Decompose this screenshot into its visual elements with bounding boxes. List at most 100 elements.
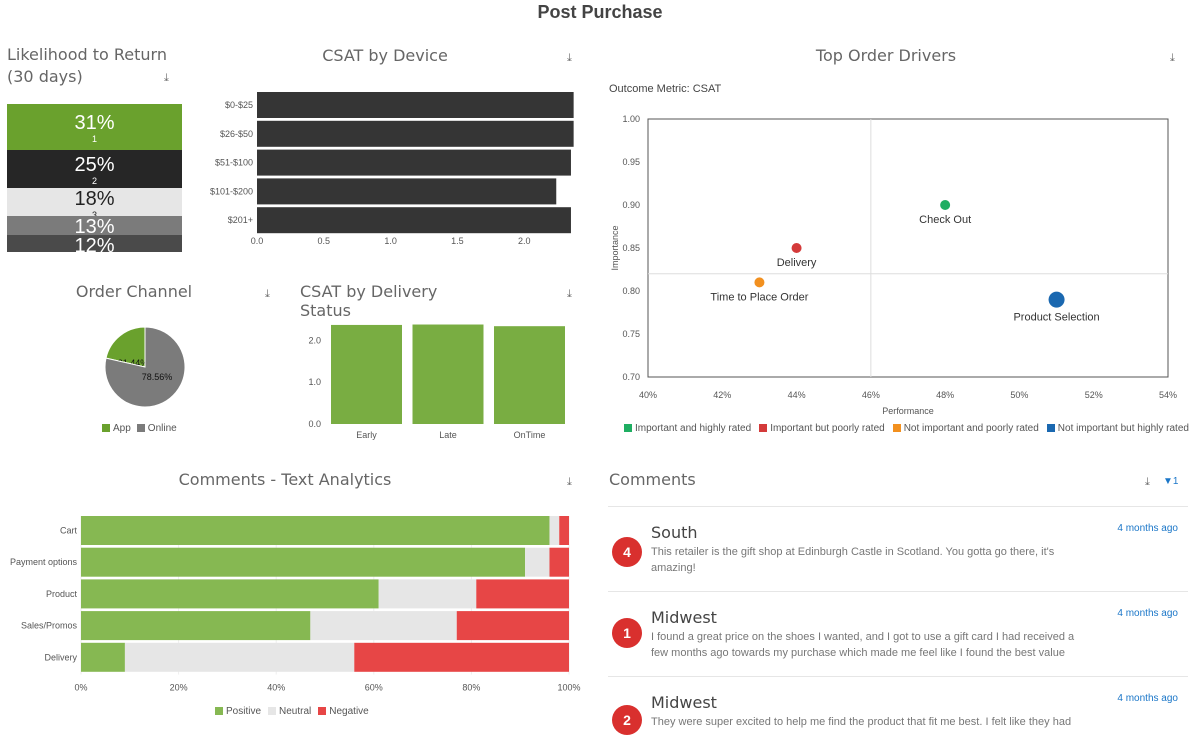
text-analytics-bar-segment — [525, 547, 550, 577]
comments-title: Comments — [609, 470, 696, 489]
csat-delivery-title: CSAT by Delivery Status — [300, 282, 438, 320]
comment-text: This retailer is the gift shop at Edinbu… — [651, 546, 1055, 574]
scatter-y-tick: 0.90 — [622, 200, 640, 210]
csat-delivery-download-icon[interactable]: ⤓ — [567, 288, 572, 300]
scatter-x-tick: 42% — [713, 390, 731, 400]
text-analytics-legend-item: Neutral — [268, 706, 311, 717]
device-category-label: $101-$200 — [210, 186, 253, 196]
comment-time: 4 months ago — [1117, 608, 1178, 619]
top-drivers-title: Top Order Drivers — [815, 46, 957, 65]
device-x-tick: 2.0 — [518, 236, 531, 246]
order-channel-title: Order Channel — [75, 282, 193, 301]
comments-filter-count: 1 — [1172, 476, 1179, 487]
device-x-tick: 1.5 — [451, 236, 464, 246]
csat-device-chart: $0-$25 $26-$50 $51-$100 $101-$200 $201+ 0.0 0.… — [210, 92, 574, 246]
delivery-y-tick: 2.0 — [308, 335, 321, 345]
csat-device-download-icon[interactable]: ⤓ — [567, 52, 572, 64]
comment-score-badge: 4 — [612, 537, 642, 567]
text-analytics-x-tick: 0% — [74, 683, 87, 693]
scatter-x-tick: 46% — [862, 390, 880, 400]
scatter-legend-item: Not important and poorly rated — [892, 423, 1039, 434]
likelihood-title: Likelihood to Return (30 days) — [7, 45, 167, 86]
scatter-legend-item: Important and highly rated — [624, 423, 751, 434]
likelihood-segment: 18% 3 — [7, 188, 182, 216]
likelihood-segment: 13%4 — [7, 216, 182, 235]
text-analytics-legend-item: Positive — [215, 706, 261, 717]
delivery-y-tick: 0.0 — [308, 419, 321, 429]
csat-delivery-chart: 0.0 1.0 2.0 Early Late OnTime — [308, 324, 565, 440]
comments-filter-button[interactable]: ▼1 — [1163, 476, 1178, 487]
pie-legend-item: Online — [136, 423, 177, 434]
text-analytics-bar-segment — [81, 579, 379, 609]
legend-swatch — [624, 424, 632, 432]
comment-score-badge: 2 — [612, 705, 642, 735]
text-analytics-x-tick: 80% — [462, 683, 480, 693]
legend-swatch — [318, 707, 327, 715]
delivery-category-label: Early — [356, 430, 377, 440]
text-analytics-category-label: Cart — [60, 526, 78, 536]
device-category-label: $201+ — [228, 215, 253, 225]
likelihood-segment-rank: 1 — [91, 134, 97, 144]
scatter-x-axis-label: Performance — [882, 406, 934, 416]
scatter-point-label: Check Out — [919, 214, 971, 226]
device-category-label: $0-$25 — [225, 100, 253, 110]
scatter-y-tick: 0.70 — [622, 372, 640, 382]
likelihood-segment-pct: 13% — [74, 216, 115, 235]
scatter-legend-item: Important but poorly rated — [759, 423, 885, 434]
text-analytics-category-label: Sales/Promos — [21, 621, 78, 631]
likelihood-download-icon[interactable]: ⤓ — [164, 72, 169, 84]
scatter-point — [940, 200, 951, 210]
legend-label: Positive — [226, 706, 262, 717]
scatter-point — [754, 277, 765, 288]
scatter-y-tick: 0.95 — [622, 157, 640, 167]
device-bar — [257, 207, 571, 234]
likelihood-segment-pct: 18% — [74, 188, 115, 210]
legend-label: Online — [147, 423, 177, 434]
text-analytics-bar-segment — [81, 516, 550, 545]
scatter-point-label: Time to Place Order — [710, 291, 808, 303]
comments-divider — [608, 676, 1188, 677]
top-drivers-download-icon[interactable]: ⤓ — [1170, 52, 1175, 64]
text-analytics-category-label: Payment options — [10, 557, 78, 567]
scatter-y-tick: 1.00 — [622, 114, 640, 124]
comments-download-icon[interactable]: ⤓ — [1145, 476, 1150, 488]
likelihood-segment-rank: 3 — [91, 210, 97, 216]
top-drivers-subtitle: Outcome Metric: CSAT — [609, 83, 722, 95]
text-analytics-bar-segment — [378, 579, 477, 609]
device-x-tick: 1.0 — [384, 236, 397, 246]
likelihood-segment-pct: 31% — [74, 112, 115, 134]
text-analytics-bar-segment — [559, 516, 569, 545]
delivery-bar — [412, 324, 484, 424]
scatter-x-tick: 48% — [936, 390, 954, 400]
text-analytics-bar-segment — [310, 611, 457, 641]
text-analytics-x-tick: 20% — [170, 683, 188, 693]
comment-region: South — [651, 523, 698, 542]
order-channel-download-icon[interactable]: ⤓ — [265, 288, 270, 300]
comment-item: 4 South 4 months ago This retailer is th… — [608, 507, 1188, 591]
text-analytics-bar-segment — [81, 547, 526, 577]
text-analytics-bar-segment — [81, 611, 311, 641]
text-analytics-download-icon[interactable]: ⤓ — [567, 476, 572, 488]
scatter-x-tick: 40% — [639, 390, 657, 400]
text-analytics-legend-item: Negative — [318, 706, 369, 717]
legend-label: Not important but highly rated — [1057, 423, 1189, 434]
comment-score-badge: 1 — [612, 618, 642, 648]
legend-label: Neutral — [279, 706, 312, 717]
pie-slice — [105, 326, 146, 368]
scatter-legend-item: Not important but highly rated — [1046, 423, 1189, 434]
comment-item: 1 Midwest 4 months ago I found a great p… — [608, 592, 1188, 676]
scatter-x-tick: 50% — [1010, 390, 1028, 400]
comment-text: They were super excited to help me find … — [651, 716, 1072, 728]
scatter-plot-frame — [647, 118, 1169, 378]
comment-time: 4 months ago — [1117, 523, 1178, 534]
legend-label: Not important and poorly rated — [903, 423, 1039, 434]
legend-swatch — [759, 424, 768, 432]
legend-swatch — [102, 424, 110, 432]
text-analytics-bar-segment — [81, 642, 125, 672]
legend-label: Important but poorly rated — [770, 423, 885, 434]
delivery-bar — [494, 326, 565, 424]
text-analytics-bar-segment — [476, 579, 569, 609]
comments-divider — [608, 506, 1188, 507]
csat-device-title: CSAT by Device — [322, 46, 448, 65]
text-analytics-bar-segment — [354, 642, 569, 672]
